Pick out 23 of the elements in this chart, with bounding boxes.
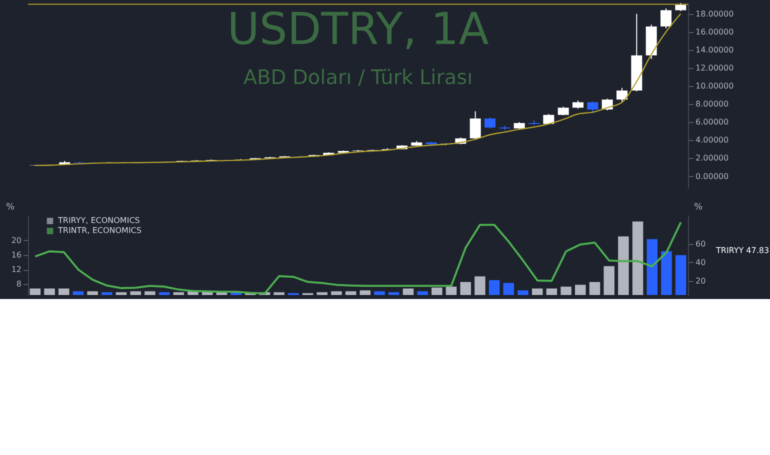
y-tick-label: 12 xyxy=(11,265,22,274)
y-tick-label: 18.00000 xyxy=(696,9,734,18)
chart-title: USDTRY, 1A xyxy=(227,4,489,55)
y-tick-label: 8.00000 xyxy=(696,100,729,109)
text: ABD Doları / Türk Lirası xyxy=(243,65,473,89)
y-tick-label: 16.00000 xyxy=(696,27,734,36)
y-tick-label: 16 xyxy=(11,250,22,260)
y-tick-label: 10.00000 xyxy=(696,82,734,91)
legend-label: TRIRYY, ECONOMICS xyxy=(57,216,140,225)
y-tick-label: 4.00000 xyxy=(696,136,729,145)
y-axis-title: % xyxy=(6,202,15,212)
y-tick-label: 20 xyxy=(11,236,22,245)
y-tick-label: 0.00000 xyxy=(696,172,729,181)
y-tick-label: 8 xyxy=(16,280,22,289)
legend-label: TRINTR, ECONOMICS xyxy=(57,226,142,235)
y-tick-label: 2.00000 xyxy=(696,154,729,163)
text: TRIRYY 47.83 xyxy=(715,246,770,255)
y-tick-label: 6.00000 xyxy=(696,118,729,127)
y2-tick-label: 40 xyxy=(696,258,706,267)
y-tick-label: 14.00000 xyxy=(696,45,734,54)
y2-tick-label: 60 xyxy=(696,239,706,248)
y2-axis-title: % xyxy=(694,202,703,212)
y-tick-label: 12.00000 xyxy=(696,63,734,72)
